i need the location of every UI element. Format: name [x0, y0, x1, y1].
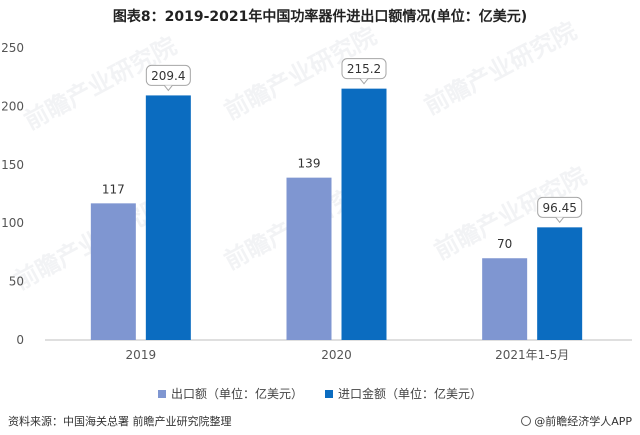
y-tick-label: 0	[16, 333, 24, 347]
legend-swatch-export	[157, 389, 166, 398]
bar-export[interactable]	[286, 177, 332, 340]
y-tick-label: 100	[1, 216, 24, 230]
data-callout-import: 96.45	[537, 196, 583, 224]
bar-export[interactable]	[482, 258, 528, 340]
bars	[90, 88, 583, 341]
bar-import[interactable]	[537, 227, 583, 340]
brand-icon	[521, 416, 532, 426]
data-callout-import: 215.2	[341, 58, 387, 85]
y-tick-label: 200	[1, 99, 24, 113]
bar-import[interactable]	[145, 95, 191, 340]
data-labels: 117 209.4 139 215.2 70 96.45	[102, 58, 583, 251]
data-label-export: 70	[497, 237, 512, 251]
brand-credit: @前瞻经济学人APP	[521, 413, 632, 429]
data-label-export: 117	[102, 182, 125, 196]
data-label-import: 209.4	[151, 69, 185, 83]
brand-text: @前瞻经济学人APP	[534, 415, 632, 428]
x-tick-label: 2019	[126, 348, 157, 362]
y-tick-label: 250	[1, 41, 24, 55]
data-callout-import: 209.4	[145, 64, 191, 92]
y-tick-label: 150	[1, 158, 24, 172]
bar-import[interactable]	[341, 88, 387, 341]
callout-pointer	[163, 85, 173, 92]
x-tick-label: 2020	[321, 348, 352, 362]
legend-label-export: 出口额（单位：亿美元）	[170, 387, 303, 401]
chart-title: 图表8：2019-2021年中国功率器件进出口额情况(单位：亿美元)	[112, 9, 528, 25]
callout-pointer	[359, 78, 369, 85]
bar-export[interactable]	[90, 203, 136, 340]
data-label-import: 215.2	[347, 62, 381, 76]
axes: 0 50 100 150 200 250 2019 2020 2021年1-5月	[1, 41, 632, 362]
data-label-export: 139	[298, 157, 321, 171]
legend: 出口额（单位：亿美元） 进口金额（单位：亿美元）	[0, 385, 640, 402]
legend-item-export[interactable]: 出口额（单位：亿美元）	[157, 385, 303, 402]
x-tick-label: 2021年1-5月	[495, 348, 569, 362]
legend-label-import: 进口金额（单位：亿美元）	[338, 387, 483, 401]
source-note: 资料来源：中国海关总署 前瞻产业研究院整理	[8, 415, 232, 428]
watermark-text: 前瞻产业研究院	[420, 17, 581, 121]
legend-swatch-import	[325, 389, 333, 398]
y-tick-label: 50	[9, 275, 24, 289]
callout-pointer	[555, 217, 565, 224]
data-label-import: 96.45	[542, 201, 576, 215]
legend-item-import[interactable]: 进口金额（单位：亿美元）	[325, 385, 482, 402]
